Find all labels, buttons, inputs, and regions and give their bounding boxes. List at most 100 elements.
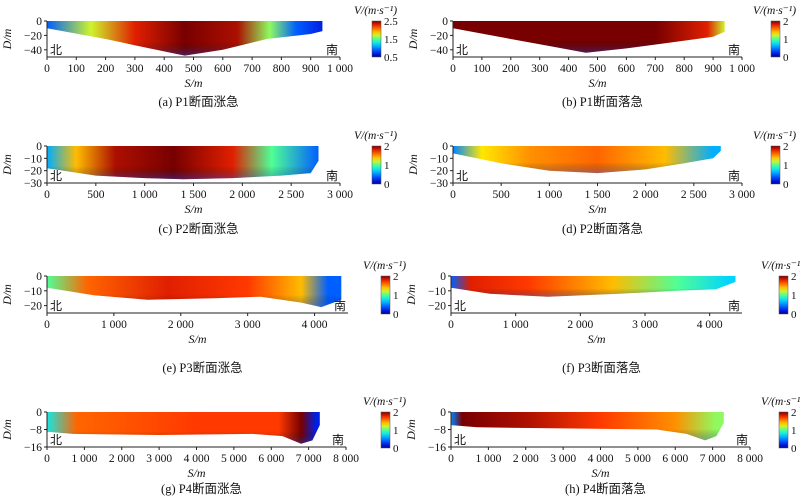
y-axis-title: D/m xyxy=(0,284,14,306)
bank-label-south: 南 xyxy=(326,42,338,57)
y-tick-label: −16 xyxy=(24,442,42,454)
y-axis-title: D/m xyxy=(406,154,420,176)
x-tick-label: 6 000 xyxy=(662,453,688,465)
x-tick-label: 2 500 xyxy=(278,189,304,201)
colorbar xyxy=(778,411,789,449)
bank-label-north: 北 xyxy=(456,43,468,57)
velocity-field-shade xyxy=(47,276,342,308)
x-tick-label: 3 000 xyxy=(550,453,576,465)
bank-label-north: 北 xyxy=(50,433,62,447)
y-tick-label: −30 xyxy=(430,178,448,190)
x-tick-label: 4 000 xyxy=(697,319,723,331)
colorbar-tick-label: 2 xyxy=(791,407,797,419)
colorbar-tick-label: 0 xyxy=(393,443,399,455)
panel-caption: (f) P3断面落急 xyxy=(562,360,641,375)
x-tick-label: 1 000 xyxy=(536,189,562,201)
x-tick-label: 500 xyxy=(185,63,203,75)
y-axis-title: D/m xyxy=(404,284,418,306)
y-tick-label: 0 xyxy=(442,141,448,153)
colorbar-tick-label: 0 xyxy=(783,52,789,64)
colorbar-title: V/(m·s⁻¹) xyxy=(363,396,406,408)
bank-label-north: 北 xyxy=(454,299,466,313)
x-tick-label: 400 xyxy=(560,63,578,75)
velocity-field-shade xyxy=(451,412,724,441)
y-tick-label: −20 xyxy=(430,166,448,178)
y-tick-label: −8 xyxy=(434,425,446,437)
panel-caption: (b) P1断面落急 xyxy=(562,94,643,109)
colorbar-tick-label: 1 xyxy=(393,425,399,437)
x-tick-label: 600 xyxy=(214,63,232,75)
x-tick-label: 5 000 xyxy=(625,453,651,465)
bank-label-south: 南 xyxy=(332,432,344,447)
bank-label-north: 北 xyxy=(456,169,468,183)
x-tick-label: 100 xyxy=(473,63,491,75)
y-axis-title: D/m xyxy=(406,28,420,50)
x-tick-label: 3 000 xyxy=(146,453,172,465)
x-tick-label: 2 000 xyxy=(168,319,194,331)
x-tick-label: 500 xyxy=(589,63,607,75)
colorbar-tick-label: 1 xyxy=(791,290,797,302)
colorbar xyxy=(371,145,382,185)
panel-c: 0 500 1 000 1 500 2 000 2 500 3 0000−10−20−30D… xyxy=(0,130,397,236)
x-tick-label: 500 xyxy=(493,189,511,201)
panel-a: 0 100 200 300 400 500 600 700 800 900 1 000 0 −20 −40… xyxy=(0,5,398,109)
y-tick-label: 0 xyxy=(442,16,448,28)
x-tick-label: 0 xyxy=(450,63,456,75)
x-tick-label: 2 000 xyxy=(633,189,659,201)
x-tick-label: 400 xyxy=(156,63,174,75)
colorbar xyxy=(770,20,781,58)
colorbar-title: V/(m·s⁻¹) xyxy=(753,5,796,17)
colorbar-tick-label: 2 xyxy=(393,271,399,283)
x-tick-label: 4 000 xyxy=(184,453,210,465)
panel-b: 0 100 200 300 400 500 600 700 800 900 1 000 0 −20 −40… xyxy=(406,5,796,109)
x-tick-label: 100 xyxy=(68,63,86,75)
x-tick-label: 800 xyxy=(676,63,694,75)
colorbar-tick-label: 0 xyxy=(393,309,399,321)
colorbar xyxy=(778,275,789,315)
colorbar-tick-label: 1.5 xyxy=(384,34,398,46)
y-tick-label: −20 xyxy=(24,166,42,178)
panel-f: 0 1 000 2 000 3 000 4 000 0 −10 −20 D/m S/m 北 南 V/(m… xyxy=(404,260,800,375)
y-tick-label: −10 xyxy=(24,286,42,298)
y-tick-label: 0 xyxy=(36,16,42,28)
x-tick-label: 1 000 xyxy=(503,319,529,331)
panel-g: 0 1 000 2 000 3 000 4 000 5 000 6 000 7 000 8 00… xyxy=(0,396,406,496)
colorbar-title: V/(m·s⁻¹) xyxy=(761,396,800,408)
x-tick-label: 900 xyxy=(302,63,320,75)
colorbar-tick-label: 1 xyxy=(791,425,797,437)
x-tick-label: 5 000 xyxy=(221,453,247,465)
x-tick-label: 1 500 xyxy=(585,189,611,201)
x-tick-label: 1 000 xyxy=(71,453,97,465)
x-tick-label: 600 xyxy=(618,63,636,75)
x-tick-label: 6 000 xyxy=(258,453,284,465)
colorbar-title: V/(m·s⁻¹) xyxy=(761,260,800,272)
x-tick-label: 300 xyxy=(531,63,549,75)
x-tick-label: 0 xyxy=(450,189,456,201)
colorbar-tick-label: 2 xyxy=(783,141,789,153)
x-tick-label: 2 000 xyxy=(567,319,593,331)
bank-label-north: 北 xyxy=(50,169,62,183)
bank-label-south: 南 xyxy=(326,168,338,183)
colorbar-tick-label: 1 xyxy=(783,160,789,172)
y-tick-label: −10 xyxy=(430,153,448,165)
x-tick-label: 900 xyxy=(704,63,722,75)
velocity-field-shade xyxy=(451,276,736,297)
x-axis-title: S/m xyxy=(188,466,206,480)
y-axis-title: D/m xyxy=(0,419,14,441)
y-axis-title: D/m xyxy=(0,154,14,176)
panel-caption: (g) P4断面涨急 xyxy=(161,481,242,496)
panel-caption: (a) P1断面涨急 xyxy=(158,94,238,109)
x-tick-label: 200 xyxy=(502,63,520,75)
bank-label-south: 南 xyxy=(728,42,740,57)
x-axis-title: S/m xyxy=(589,76,607,90)
panel-d: 0 500 1 000 1 500 2 000 2 500 3 0000−10−20−30D… xyxy=(406,130,796,236)
x-tick-label: 1 000 xyxy=(132,189,158,201)
colorbar-tick-label: 2 xyxy=(393,407,399,419)
colorbar-tick-label: 1 xyxy=(783,34,789,46)
x-tick-label: 0 xyxy=(448,319,454,331)
y-tick-label: 0 xyxy=(36,407,42,419)
bank-label-south: 南 xyxy=(728,298,740,313)
x-tick-label: 8 000 xyxy=(737,453,763,465)
bank-label-south: 南 xyxy=(736,432,748,447)
